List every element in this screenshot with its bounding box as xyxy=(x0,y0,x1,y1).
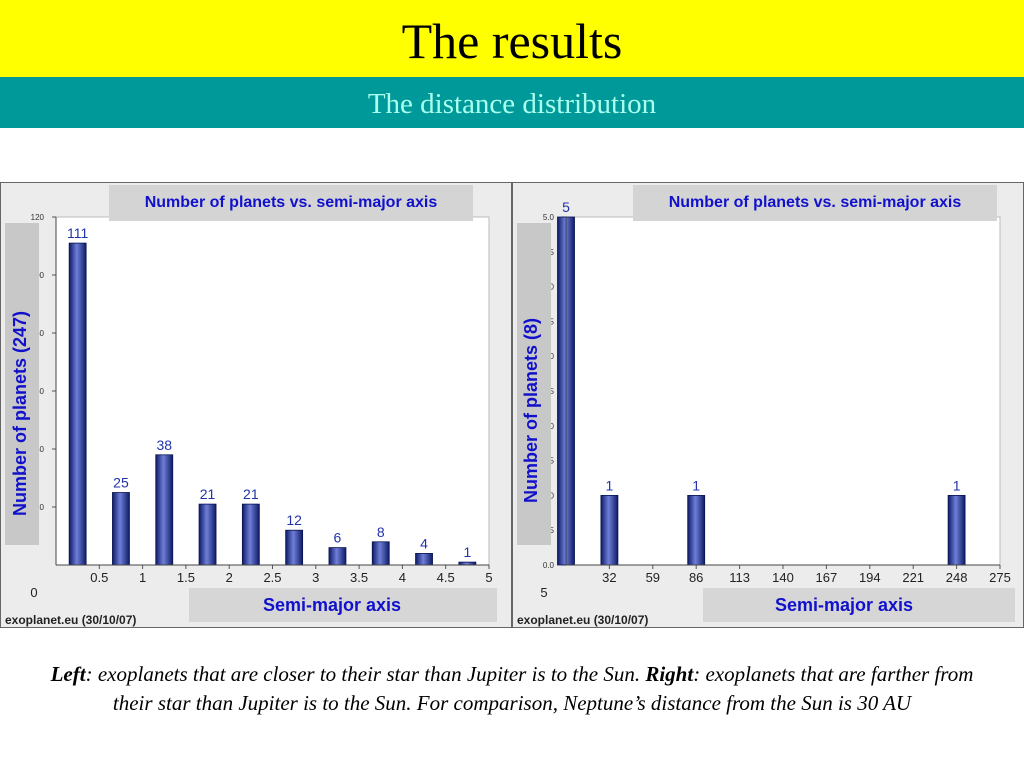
chart-left: 120100806040200.511.522.533.544.55011125… xyxy=(0,182,512,628)
bar xyxy=(198,503,217,566)
chart-left-xlabel: Semi-major axis xyxy=(263,595,402,615)
chart-right-title: Number of planets vs. semi-major axis xyxy=(633,185,997,221)
bar-value-label: 1 xyxy=(606,477,614,493)
caption-right-text: : exoplanets that are farther from their… xyxy=(112,662,974,715)
bar-value-label: 5 xyxy=(562,199,570,215)
y-tick-label: 20 xyxy=(35,503,44,512)
bar xyxy=(112,492,130,566)
bar-value-label: 8 xyxy=(377,524,385,540)
bar xyxy=(415,552,433,566)
x-tick-label: 86 xyxy=(689,570,703,585)
x-tick-label: 167 xyxy=(816,570,838,585)
x-tick-label: 194 xyxy=(859,570,881,585)
bar-value-label: 4 xyxy=(420,535,428,551)
bar-value-label: 111 xyxy=(67,225,88,241)
chart-right-xlabel-box xyxy=(703,588,1015,622)
bar-value-label: 21 xyxy=(243,486,259,502)
chart-left-ylabel: Number of planets (247) xyxy=(10,310,30,516)
x-tick-label: 275 xyxy=(989,570,1011,585)
bar xyxy=(241,503,260,566)
bar xyxy=(328,547,347,566)
bar xyxy=(285,529,304,566)
x-tick-label: 3 xyxy=(312,570,319,585)
y-tick-label: 0.0 xyxy=(543,561,555,570)
bar-value-label: 1 xyxy=(463,544,471,560)
chart-right-source: exoplanet.eu (30/10/07) xyxy=(517,613,649,627)
x-tick-label: 0.5 xyxy=(90,570,108,585)
bar xyxy=(947,494,966,566)
x-tick-label: 1 xyxy=(139,570,146,585)
x-tick-label: 221 xyxy=(902,570,924,585)
x-tick-label: 59 xyxy=(646,570,660,585)
chart-right-xlabel: Semi-major axis xyxy=(775,595,914,615)
x-origin-label: 0 xyxy=(30,585,37,600)
x-tick-label: 5 xyxy=(485,570,492,585)
x-tick-label: 2 xyxy=(226,570,233,585)
x-tick-label: 4 xyxy=(399,570,406,585)
x-tick-label: 248 xyxy=(946,570,968,585)
bar xyxy=(687,494,706,566)
x-tick-label: 140 xyxy=(772,570,794,585)
chart-right: 5.04.54.03.53.02.52.01.51.00.50.03259861… xyxy=(512,182,1024,628)
bar-value-label: 38 xyxy=(156,437,172,453)
x-tick-label: 113 xyxy=(729,570,750,585)
slide-caption: Left: exoplanets that are closer to thei… xyxy=(40,660,984,718)
y-tick-label: 120 xyxy=(31,213,45,222)
x-tick-label: 4.5 xyxy=(437,570,455,585)
chart-right-plot: 5.04.54.03.53.02.52.01.51.00.50.03259861… xyxy=(540,199,1011,600)
bar-value-label: 1 xyxy=(953,477,961,493)
bar xyxy=(371,541,390,566)
y-tick-label: 80 xyxy=(35,329,44,338)
chart-left-title: Number of planets vs. semi-major axis xyxy=(109,185,473,221)
x-tick-label: 2.5 xyxy=(263,570,281,585)
chart-right-ylabel-box xyxy=(517,223,551,545)
caption-right-bold: Right xyxy=(645,662,694,686)
chart-left-ylabel-box xyxy=(5,223,39,545)
x-tick-label: 3.5 xyxy=(350,570,368,585)
chart-left-xlabel-box xyxy=(189,588,497,622)
slide-subtitle: The distance distribution xyxy=(367,88,657,120)
y-tick-label: 40 xyxy=(35,445,44,454)
plot-area xyxy=(565,216,1001,566)
bar-value-label: 12 xyxy=(286,512,302,528)
bar xyxy=(155,454,174,566)
chart-left-plot: 120100806040200.511.522.533.544.55011125… xyxy=(30,213,492,600)
title-band xyxy=(0,0,1024,77)
caption-left-text: : exoplanets that are closer to their st… xyxy=(85,662,641,686)
subtitle-band xyxy=(0,77,1024,128)
y-tick-label: 60 xyxy=(35,387,44,396)
bar-value-label: 1 xyxy=(692,477,700,493)
x-tick-label: 1.5 xyxy=(177,570,195,585)
bar-value-label: 6 xyxy=(334,530,342,546)
chart-right-ylabel: Number of planets (8) xyxy=(521,317,541,503)
bar xyxy=(68,242,87,566)
bar-value-label: 25 xyxy=(113,475,129,491)
y-tick-label: 5.0 xyxy=(543,213,555,222)
x-tick-label: 32 xyxy=(602,570,616,585)
chart-left-source: exoplanet.eu (30/10/07) xyxy=(5,613,137,627)
caption-left-bold: Left xyxy=(50,662,86,686)
x-origin-label: 5 xyxy=(540,585,547,600)
bar-value-label: 21 xyxy=(200,486,216,502)
slide-title: The results xyxy=(401,13,623,69)
bar xyxy=(600,494,619,566)
